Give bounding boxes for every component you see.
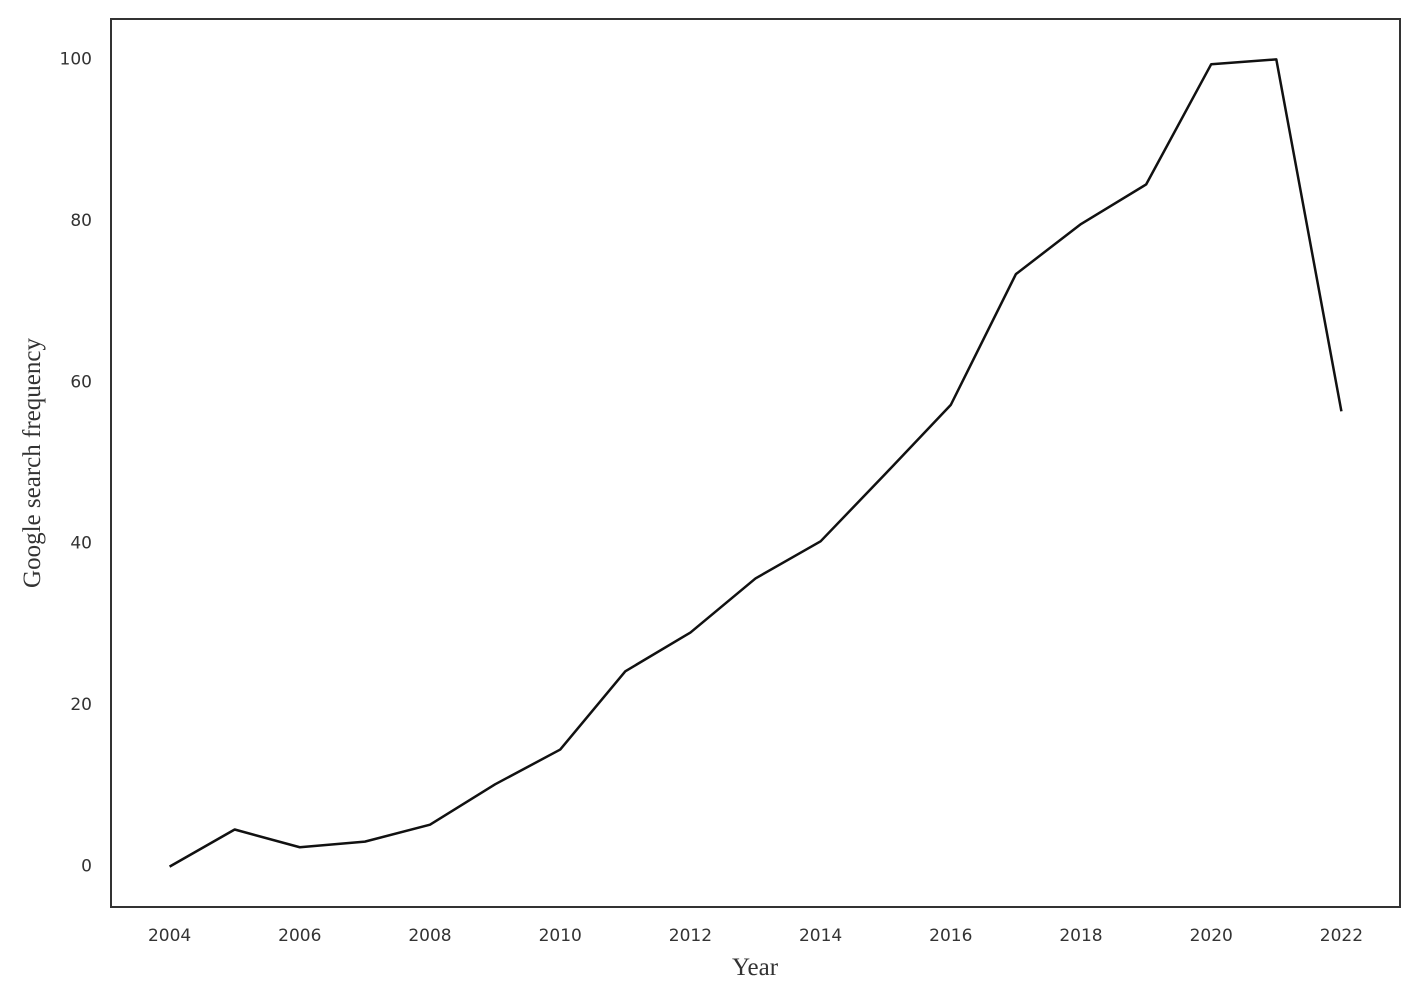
y-tick-label: 0 — [81, 857, 92, 877]
x-tick-label: 2020 — [1190, 926, 1233, 946]
x-tick-label: 2006 — [278, 926, 321, 946]
x-tick-label: 2016 — [929, 926, 972, 946]
y-tick-label: 100 — [60, 49, 92, 69]
data-line — [168, 58, 1343, 868]
y-tick-label: 80 — [70, 211, 92, 231]
x-axis-label: Year — [732, 954, 779, 981]
y-axis-label: Google search frequency — [19, 338, 46, 588]
x-tick-label: 2010 — [539, 926, 582, 946]
x-tick-label: 2018 — [1059, 926, 1102, 946]
x-tick-label: 2008 — [408, 926, 451, 946]
x-tick-label: 2022 — [1320, 926, 1363, 946]
y-tick-label: 20 — [70, 695, 92, 715]
plot-frame — [110, 18, 1401, 908]
x-tick-label: 2004 — [148, 926, 191, 946]
x-tick-label: 2014 — [799, 926, 842, 946]
x-tick-label: 2012 — [669, 926, 712, 946]
y-tick-label: 60 — [70, 372, 92, 392]
y-tick-label: 40 — [70, 534, 92, 554]
